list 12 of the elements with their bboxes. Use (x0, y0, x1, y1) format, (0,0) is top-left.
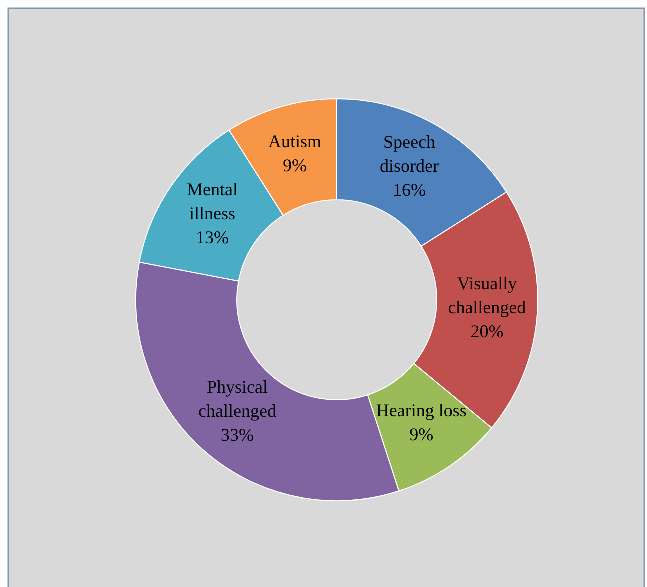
data-label: 16% (393, 180, 426, 200)
data-label: 13% (196, 228, 230, 248)
data-label: 9% (283, 156, 308, 176)
slice-label: Mental illness (187, 180, 238, 224)
slice-label: Physical challenged (198, 377, 276, 422)
data-label: 33% (220, 425, 254, 446)
slice-label: Autism (268, 132, 322, 152)
slice-label: Speech disorder (380, 132, 439, 176)
slice-label: Visually challenged (448, 274, 526, 318)
slice-label: Hearing loss (376, 400, 467, 421)
data-label: 9% (410, 424, 434, 445)
data-label: 20% (470, 322, 504, 342)
